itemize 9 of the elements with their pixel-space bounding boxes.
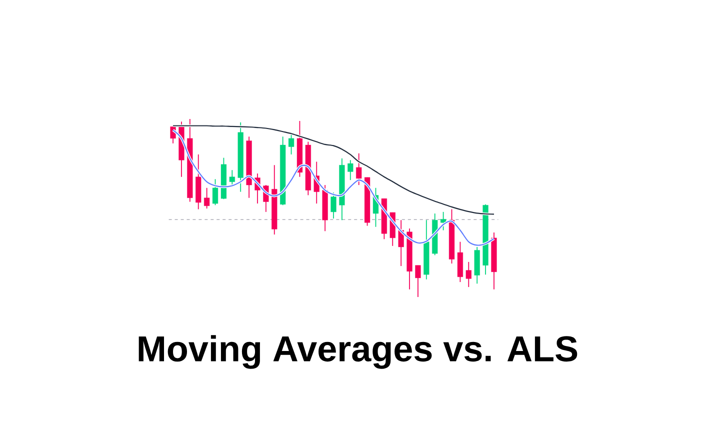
candlestick xyxy=(204,187,210,209)
candlestick xyxy=(330,192,336,219)
candlestick xyxy=(229,170,235,186)
candlestick xyxy=(212,178,218,206)
candlestick xyxy=(348,160,354,180)
candlestick xyxy=(466,261,472,288)
candlestick xyxy=(356,152,362,186)
candlestick xyxy=(415,264,421,298)
text: Moving Averages vs. ALS xyxy=(138,335,578,369)
